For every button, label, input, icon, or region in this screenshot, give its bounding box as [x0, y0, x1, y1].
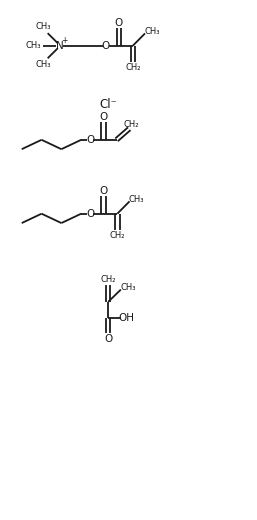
- Text: CH₃: CH₃: [36, 60, 51, 69]
- Text: OH: OH: [118, 313, 134, 323]
- Text: N: N: [56, 41, 64, 51]
- Text: O: O: [115, 18, 123, 28]
- Text: +: +: [61, 36, 68, 45]
- Text: O: O: [104, 333, 112, 344]
- Text: CH₂: CH₂: [124, 120, 139, 129]
- Text: CH₃: CH₃: [36, 22, 51, 31]
- Text: O: O: [86, 135, 94, 145]
- Text: O: O: [102, 41, 110, 51]
- Text: CH₂: CH₂: [100, 275, 116, 284]
- Text: CH₃: CH₃: [144, 27, 160, 36]
- Text: O: O: [86, 209, 94, 219]
- Text: CH₃: CH₃: [120, 282, 136, 292]
- Text: Cl⁻: Cl⁻: [99, 98, 117, 111]
- Text: CH₂: CH₂: [109, 231, 125, 240]
- Text: CH₂: CH₂: [125, 63, 141, 72]
- Text: CH₃: CH₃: [26, 41, 41, 50]
- Text: CH₃: CH₃: [129, 195, 144, 204]
- Text: O: O: [99, 112, 107, 122]
- Text: O: O: [99, 186, 107, 196]
